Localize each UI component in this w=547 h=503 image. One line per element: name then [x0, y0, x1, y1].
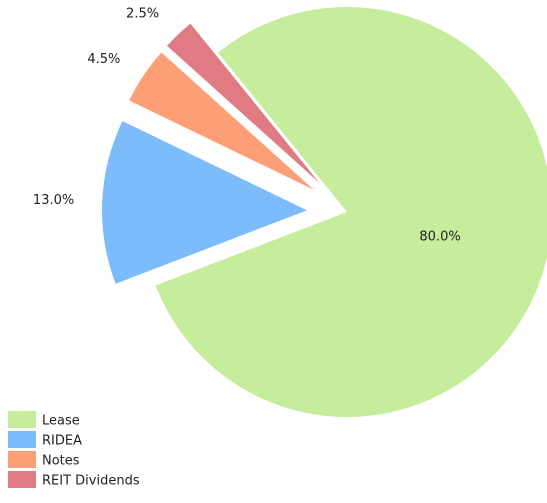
legend-label: Lease [42, 414, 80, 429]
legend-swatch [8, 411, 36, 428]
legend-swatch [8, 451, 36, 468]
data-label: 13.0% [33, 193, 74, 208]
data-label: 80.0% [419, 229, 460, 244]
legend-label: RIDEA [42, 434, 82, 449]
pie-slice [129, 52, 314, 190]
data-label: 2.5% [126, 6, 159, 21]
pie-slice [155, 7, 547, 417]
pie-slice [167, 23, 320, 183]
data-label: 4.5% [87, 52, 120, 67]
legend-swatch [8, 431, 36, 448]
pie-slice [102, 121, 308, 284]
legend-label: Notes [42, 454, 80, 469]
legend-swatch [8, 471, 36, 488]
legend-label: REIT Dividends [42, 474, 140, 489]
